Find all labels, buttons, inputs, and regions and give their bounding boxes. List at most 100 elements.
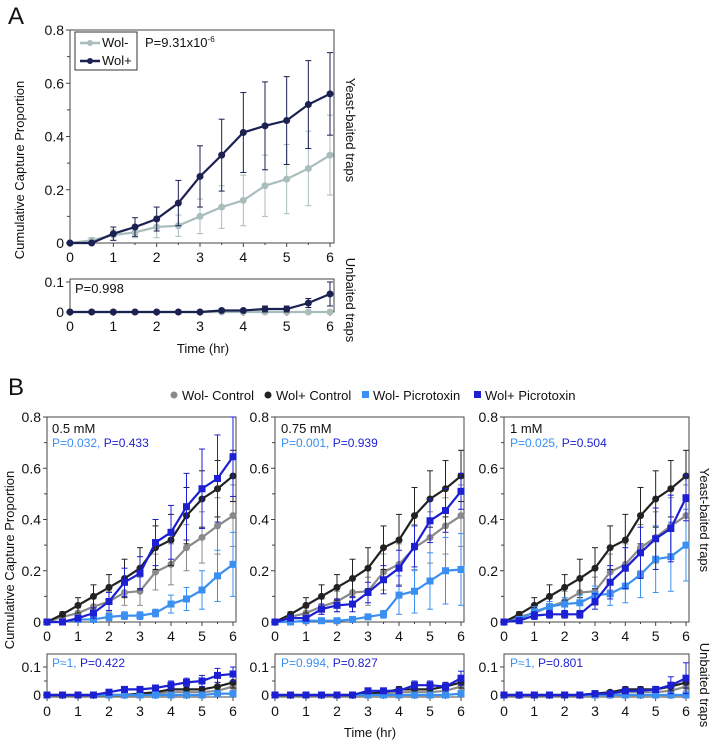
data-point — [302, 601, 310, 609]
x-tick-label: 5 — [283, 318, 291, 334]
data-point — [606, 578, 614, 586]
data-point — [561, 691, 569, 699]
y-tick-label: 0.1 — [479, 659, 499, 675]
x-tick-label: 6 — [229, 628, 237, 644]
data-point — [121, 685, 128, 693]
series-wol- — [66, 52, 334, 247]
subplot-B-0.75-yeast: 0 0.2 0.4 0.6 0.8 0 1 2 3 4 5 6 — [250, 409, 466, 644]
data-point — [426, 691, 434, 699]
x-tick-label: 5 — [283, 249, 291, 265]
y-tick-label: 0 — [261, 687, 269, 703]
data-point — [457, 487, 465, 495]
data-point — [43, 618, 51, 626]
panel-a-bottom-pvalue: P=0.998 — [75, 281, 124, 296]
data-point — [229, 670, 237, 678]
pvalues-0.5: P=0.032, P=0.433 — [52, 436, 149, 450]
x-tick-label: 3 — [364, 628, 372, 644]
y-tick-label: 0 — [33, 687, 41, 703]
legend-wol-plus-control: Wol+ Control — [276, 388, 351, 403]
data-point — [136, 569, 144, 577]
y-tick-label: 0.1 — [22, 659, 42, 675]
data-point — [196, 308, 204, 316]
x-tick-label: 3 — [136, 703, 144, 719]
x-tick-label: 3 — [591, 628, 599, 644]
data-point — [349, 615, 356, 623]
data-point — [153, 308, 161, 316]
data-point — [109, 308, 117, 316]
data-point — [349, 691, 356, 699]
panel-a-right-top-label: Yeast-baited traps — [343, 78, 358, 183]
data-point — [304, 308, 312, 316]
data-point — [349, 574, 356, 582]
data-point — [121, 578, 128, 586]
data-point — [198, 685, 206, 693]
data-point — [121, 612, 128, 620]
panel-a-ylabel: Cumulative Capture Proportion — [12, 81, 27, 259]
data-point — [546, 603, 553, 611]
data-point — [90, 691, 97, 699]
data-point — [318, 691, 325, 699]
data-point — [442, 567, 449, 575]
panel-a-pvalue: P=9.31x10-6 — [145, 35, 215, 50]
data-point — [637, 691, 644, 699]
x-tick-label: 0 — [66, 318, 74, 334]
series-wol-picrotoxin — [271, 472, 465, 626]
pvalue-wol-minus: P=0.994, — [281, 656, 329, 670]
legend-marker-wol-plus-control — [264, 391, 272, 399]
y-tick-label: 0.2 — [22, 563, 42, 579]
data-point — [174, 308, 182, 316]
data-point — [152, 609, 159, 617]
legend-wol-minus-picrotoxin: Wol- Picrotoxin — [373, 388, 460, 403]
y-tick-label: 0.1 — [45, 274, 65, 290]
subplot-B-0.5-yeast: 0 0.2 0.4 0.6 0.8 0 1 2 3 4 5 6 — [22, 409, 238, 644]
data-point — [515, 617, 523, 625]
x-tick-label: 5 — [198, 628, 206, 644]
data-point — [576, 691, 584, 699]
y-tick-label: 0.8 — [22, 409, 42, 425]
data-point — [167, 691, 175, 699]
data-point — [395, 687, 403, 695]
data-point — [546, 592, 553, 600]
data-point — [90, 592, 97, 600]
data-point — [229, 453, 237, 461]
data-point — [576, 574, 584, 582]
x-tick-label: 3 — [591, 703, 599, 719]
y-tick-label: 0.6 — [45, 75, 65, 91]
data-point — [364, 691, 372, 699]
x-tick-label: 1 — [302, 703, 310, 719]
data-point — [152, 568, 159, 576]
pvalue-wol-plus: P=0.939 — [333, 436, 378, 450]
pvalue-wol-minus: P=0.025, — [510, 436, 558, 450]
data-point — [136, 685, 144, 693]
data-point — [239, 196, 247, 204]
data-point — [109, 230, 117, 238]
data-point — [530, 691, 538, 699]
x-tick-label: 1 — [530, 628, 538, 644]
pvalue-wol-minus: P=0.001, — [281, 436, 329, 450]
data-point — [426, 681, 434, 689]
data-point — [652, 685, 660, 693]
data-point — [667, 681, 675, 689]
x-tick-label: 3 — [196, 249, 204, 265]
data-point — [576, 599, 584, 607]
data-point — [457, 512, 465, 520]
data-point — [105, 613, 113, 621]
x-tick-label: 1 — [530, 703, 538, 719]
data-point — [131, 308, 139, 316]
data-point — [214, 522, 221, 530]
pvalue-wol-minus: P≈1, — [510, 656, 535, 670]
pvalue-exponent: -6 — [208, 35, 216, 44]
data-point — [74, 691, 82, 699]
plots: 00.20.40.60.80 1 2 3 4 5 600.10 1 2 3 4 5 600.20.40.… — [22, 22, 691, 719]
data-point — [302, 614, 310, 622]
data-point — [214, 683, 221, 691]
data-point — [105, 598, 113, 605]
data-point — [621, 536, 629, 544]
y-tick-label: 0.1 — [250, 659, 270, 675]
data-point — [214, 690, 221, 698]
y-tick-label: 0 — [261, 614, 269, 630]
x-tick-label: 4 — [395, 703, 403, 719]
data-point — [411, 512, 418, 520]
x-tick-label: 6 — [457, 703, 465, 719]
data-point — [457, 674, 465, 682]
